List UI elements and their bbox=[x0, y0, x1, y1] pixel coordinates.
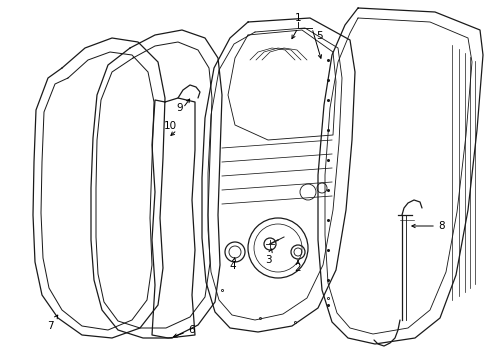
Text: 2: 2 bbox=[294, 260, 301, 273]
Text: 6: 6 bbox=[173, 325, 195, 337]
Text: 8: 8 bbox=[437, 221, 444, 231]
Text: 1: 1 bbox=[294, 13, 301, 23]
Text: 10: 10 bbox=[163, 121, 177, 131]
Text: 3: 3 bbox=[264, 249, 272, 265]
Text: 5: 5 bbox=[315, 31, 322, 41]
Text: 4: 4 bbox=[229, 258, 236, 271]
Text: 7: 7 bbox=[46, 315, 58, 331]
Text: 9: 9 bbox=[176, 103, 183, 113]
